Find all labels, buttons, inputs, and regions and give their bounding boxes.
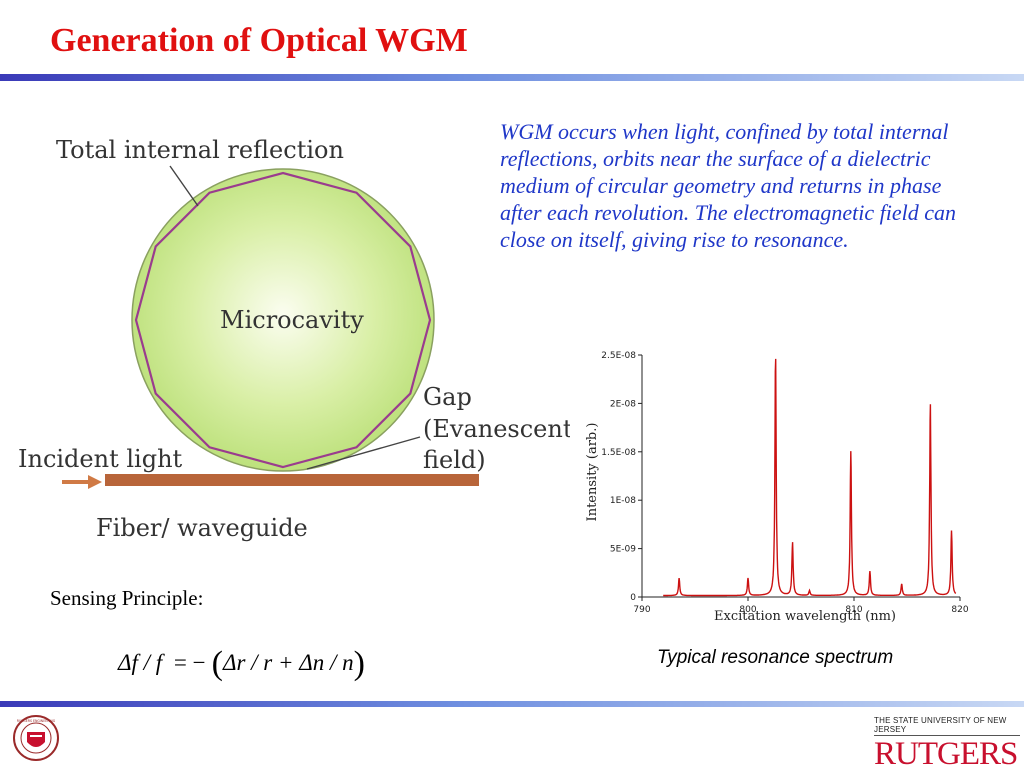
- chart-y-tick-label: 2.5E-08: [601, 351, 636, 361]
- chart-x-tick-label: 790: [633, 605, 650, 615]
- incident-light-label: Incident light: [18, 445, 183, 473]
- top-divider: [0, 74, 1024, 81]
- sensing-formula: Δf / f = − (Δr / r + Δn / n): [118, 645, 365, 683]
- formula-equals: = −: [173, 650, 206, 675]
- fiber-label: Fiber/ waveguide: [96, 514, 308, 542]
- fiber-waveguide: [105, 474, 479, 486]
- chart-y-axis-label: Intensity (arb.): [585, 423, 600, 522]
- chart-x-axis-label: Excitation wavelength (nm): [714, 609, 896, 624]
- bottom-divider: [0, 701, 1024, 707]
- gap-label-2: (Evanescent: [423, 415, 570, 443]
- wgm-description: WGM occurs when light, confined by total…: [500, 119, 956, 252]
- formula-close-paren: ): [353, 645, 365, 682]
- formula-lhs: Δf / f: [118, 650, 163, 675]
- chart-caption: Typical resonance spectrum: [657, 647, 894, 668]
- microcavity-circle: [131, 168, 435, 472]
- eng-logo-text: RUTGERS ENGINEERING: [17, 719, 56, 723]
- incident-arrow-head: [88, 475, 102, 489]
- spectrum-series-line: [663, 358, 957, 597]
- gap-label-1: Gap: [423, 383, 472, 411]
- rutgers-wordmark: RUTGERS: [874, 736, 1018, 772]
- slide-title: Generation of Optical WGM: [50, 22, 468, 59]
- sensing-principle-label: Sensing Principle:: [50, 586, 204, 610]
- rutgers-engineering-logo: RUTGERS ENGINEERING: [13, 715, 59, 761]
- state-university-line: THE STATE UNIVERSITY OF NEW JERSEY: [874, 716, 1020, 736]
- chart-x-tick-label: 800: [739, 605, 756, 615]
- formula-rhs: Δr / r + Δn / n: [222, 650, 354, 675]
- wgm-diagram: Total internal reflection Microcavity Ga…: [18, 136, 570, 542]
- gap-pointer: [306, 436, 421, 470]
- gap-label-3: field): [423, 446, 486, 474]
- chart-y-tick-label: 1.5E-08: [601, 448, 636, 458]
- chart-y-tick-label: 2E-08: [610, 399, 636, 409]
- chart-y-tick-label: 5E-09: [610, 545, 636, 555]
- rutgers-logo: THE STATE UNIVERSITY OF NEW JERSEY RUTGE…: [874, 716, 1020, 772]
- reflection-polygon: [134, 171, 432, 469]
- chart-y-tick-label: 0: [630, 593, 636, 603]
- resonance-spectrum-chart: 0 5E-09 1E-08 1.5E-08 2E-08 2.5E-08 790 800 810 8…: [585, 351, 969, 624]
- chart-y-tick-label: 1E-08: [610, 496, 636, 506]
- tir-label: Total internal reflection: [56, 136, 344, 164]
- microcavity-label: Microcavity: [220, 306, 364, 334]
- chart-x-tick-label: 820: [951, 605, 968, 615]
- formula-open-paren: (: [211, 645, 223, 682]
- tir-pointer: [169, 165, 199, 207]
- chart-x-tick-label: 810: [845, 605, 862, 615]
